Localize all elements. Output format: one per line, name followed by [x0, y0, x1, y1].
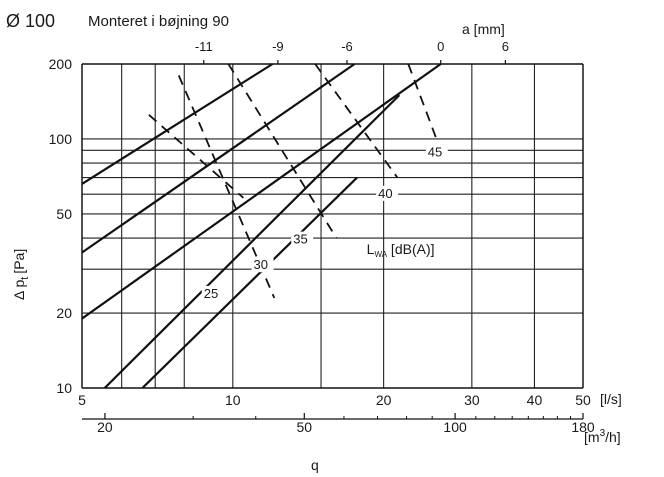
damper-line: [314, 63, 399, 179]
sound-label-bg: [376, 185, 399, 201]
mounting-title: Monteret i bøjning 90: [88, 13, 229, 30]
sound-level-label: 35: [293, 232, 307, 247]
damper-line: [227, 63, 338, 239]
top-tick-label: 6: [502, 39, 509, 54]
x-tick-label: 10: [225, 392, 241, 408]
sound-level-lines: [81, 63, 442, 389]
sound-level-line: [103, 94, 401, 389]
y-tick-label: 50: [56, 206, 72, 222]
sound-label-bg: [201, 285, 224, 301]
x-tick-label: 20: [376, 392, 392, 408]
x-axis-title: q: [311, 457, 319, 473]
svg-text:Δ pt[Pa]: Δ pt[Pa]: [11, 249, 31, 300]
top-axis-label: a [mm]: [462, 21, 505, 37]
y-tick-label: 10: [56, 380, 72, 396]
sound-level-label: 25: [204, 286, 218, 301]
top-tick-label: -9: [272, 39, 284, 54]
y-tick-label: 200: [49, 56, 73, 72]
sound-label-bg: [251, 257, 274, 273]
sound-level-label: 30: [254, 257, 268, 272]
x-unit-label: [l/s]: [600, 391, 622, 407]
damper-lines: [148, 63, 438, 299]
plot-frame: [81, 60, 584, 420]
top-tick-label: -6: [341, 39, 353, 54]
x-tick-label: 40: [527, 392, 543, 408]
top-tick-label: 0: [437, 39, 444, 54]
diameter-label: Ø 100: [6, 11, 55, 31]
m3h-tick-label: 100: [443, 419, 467, 435]
sound-level-line: [81, 63, 442, 320]
x-tick-label: 50: [575, 392, 591, 408]
y-tick-label: 100: [49, 131, 73, 147]
sound-level-line: [141, 176, 358, 389]
lwa-label: LWA [dB(A)]: [367, 241, 435, 259]
m3h-tick-label: 180: [571, 419, 595, 435]
sound-level-label: 45: [428, 145, 442, 160]
sound-level-label: 40: [378, 186, 392, 201]
x2-unit-label: [m3/h]: [584, 428, 621, 445]
sound-label-bg: [291, 231, 314, 247]
damper-line: [148, 114, 245, 199]
sound-level-line: [81, 63, 356, 254]
m3h-tick-label: 20: [97, 419, 113, 435]
sound-label-bg: [425, 144, 448, 160]
y-axis-title: Δ pt[Pa]: [11, 249, 31, 300]
y-tick-label: 20: [56, 305, 72, 321]
x-tick-label: 30: [464, 392, 480, 408]
sound-level-line: [81, 63, 274, 185]
top-tick-label: -11: [195, 39, 213, 54]
x-tick-label: 5: [78, 392, 86, 408]
grid: [81, 63, 584, 389]
damper-line: [407, 63, 438, 140]
m3h-tick-label: 50: [297, 419, 313, 435]
